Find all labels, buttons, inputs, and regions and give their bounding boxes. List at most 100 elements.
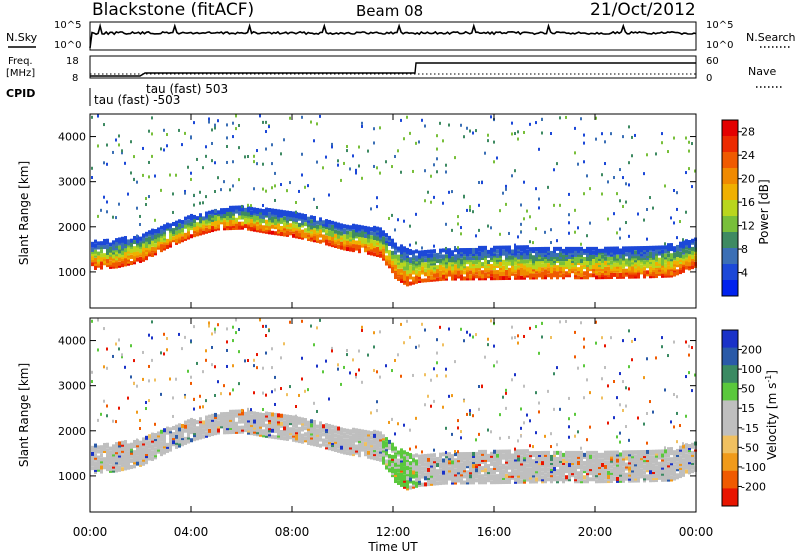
velocity-echo-cell: [286, 416, 289, 421]
power-echo-cell: [475, 274, 478, 279]
velocity-echo-cell: [259, 430, 262, 435]
power-echo-cell: [190, 226, 193, 231]
velocity-echo-cell: [433, 463, 436, 468]
power-echo-cell: [556, 162, 558, 166]
power-echo-cell: [361, 225, 364, 230]
power-echo-cell: [181, 238, 184, 243]
power-echo-cell: [280, 152, 282, 156]
power-echo-cell: [217, 216, 220, 221]
power-echo-cell: [517, 269, 520, 274]
power-echo-cell: [109, 250, 112, 255]
velocity-echo-cell: [526, 457, 529, 462]
power-echo-cell: [214, 161, 216, 165]
velocity-echo-cell: [433, 453, 436, 458]
velocity-echo-cell: [418, 458, 421, 463]
velocity-echo-cell: [373, 435, 376, 440]
velocity-echo-cell: [604, 460, 607, 465]
power-echo-cell: [121, 263, 124, 268]
power-echo-cell: [526, 271, 529, 276]
nsearch-tick-low: 10^0: [706, 40, 733, 51]
power-echo-cell: [442, 270, 445, 275]
power-echo-cell: [313, 236, 316, 241]
velocity-echo-cell: [151, 450, 154, 455]
power-echo-cell: [448, 256, 451, 261]
power-echo-cell: [685, 253, 688, 258]
velocity-echo-cell: [433, 461, 436, 466]
power-echo-cell: [274, 184, 276, 188]
nsky-label: N.Sky: [6, 31, 38, 44]
power-echo-cell: [400, 170, 402, 174]
power-echo-cell: [343, 228, 346, 233]
velocity-echo-cell: [94, 453, 97, 458]
power-echo-cell: [97, 263, 100, 268]
power-echo-cell: [487, 268, 490, 273]
velocity-echo-cell: [523, 449, 526, 454]
power-echo-cell: [358, 234, 361, 239]
power-echo-cell: [562, 263, 565, 268]
power-echo-cell: [676, 244, 679, 249]
velocity-echo-cell: [292, 421, 295, 426]
velocity-echo-cell: [544, 469, 547, 474]
power-echo-cell: [568, 261, 571, 266]
velocity-echo-cell: [613, 466, 616, 471]
velocity-echo-cell: [112, 454, 115, 459]
velocity-echo-cell: [127, 459, 130, 464]
velocity-echo-cell: [118, 453, 121, 458]
velocity-echo-cell: [178, 332, 180, 336]
power-echo-cell: [406, 268, 409, 273]
power-echo-cell: [238, 205, 241, 210]
power-echo-cell: [664, 271, 667, 276]
velocity-echo-cell: [481, 453, 484, 458]
power-echo-cell: [103, 195, 105, 199]
power-echo-cell: [478, 251, 481, 256]
power-echo-cell: [658, 245, 661, 250]
velocity-echo-cell: [340, 435, 343, 440]
velocity-echo-cell: [403, 468, 406, 473]
power-echo-cell: [400, 250, 403, 255]
velocity-echo-cell: [517, 479, 520, 484]
velocity-echo-cell: [376, 444, 379, 449]
power-echo-cell: [622, 254, 625, 259]
velocity-echo-cell: [406, 319, 408, 323]
power-echo-cell: [118, 237, 121, 242]
power-echo-cell: [337, 159, 339, 163]
power-echo-cell: [463, 252, 466, 257]
velocity-echo-cell: [607, 452, 610, 457]
velocity-echo-cell: [214, 429, 217, 434]
velocity-echo-cell: [118, 406, 120, 410]
velocity-echo-cell: [295, 418, 298, 423]
velocity-echo-cell: [430, 378, 432, 382]
power-echo-cell: [520, 253, 523, 258]
velocity-echo-cell: [223, 414, 226, 419]
velocity-echo-cell: [214, 423, 217, 428]
power-echo-cell: [460, 226, 462, 230]
power-echo-cell: [142, 255, 145, 260]
velocity-echo-cell: [403, 466, 406, 471]
power-echo-cell: [145, 244, 148, 249]
velocity-echo-cell: [199, 433, 202, 438]
power-echo-cell: [433, 267, 436, 272]
power-echo-cell: [505, 247, 508, 252]
velocity-echo-cell: [520, 426, 522, 430]
power-echo-cell: [484, 245, 487, 250]
velocity-echo-cell: [145, 437, 148, 442]
power-echo-cell: [184, 220, 187, 225]
power-echo-cell: [214, 227, 217, 232]
velocity-echo-cell: [616, 450, 619, 455]
power-echo-cell: [247, 218, 250, 223]
power-echo-cell: [601, 263, 604, 268]
velocity-echo-cell: [343, 442, 346, 447]
power-echo-cell: [310, 215, 313, 220]
power-echo-cell: [145, 246, 148, 251]
power-echo-cell: [529, 253, 532, 258]
velocity-echo-cell: [436, 374, 438, 378]
power-echo-cell: [238, 225, 241, 230]
power-echo-cell: [643, 266, 646, 271]
power-echo-cell: [481, 256, 484, 261]
velocity-echo-cell: [457, 454, 460, 459]
velocity-echo-cell: [223, 422, 226, 427]
power-echo-cell: [325, 223, 328, 228]
velocity-echo-cell: [592, 469, 595, 474]
power-echo-cell: [175, 220, 178, 225]
power-echo-cell: [400, 246, 403, 251]
